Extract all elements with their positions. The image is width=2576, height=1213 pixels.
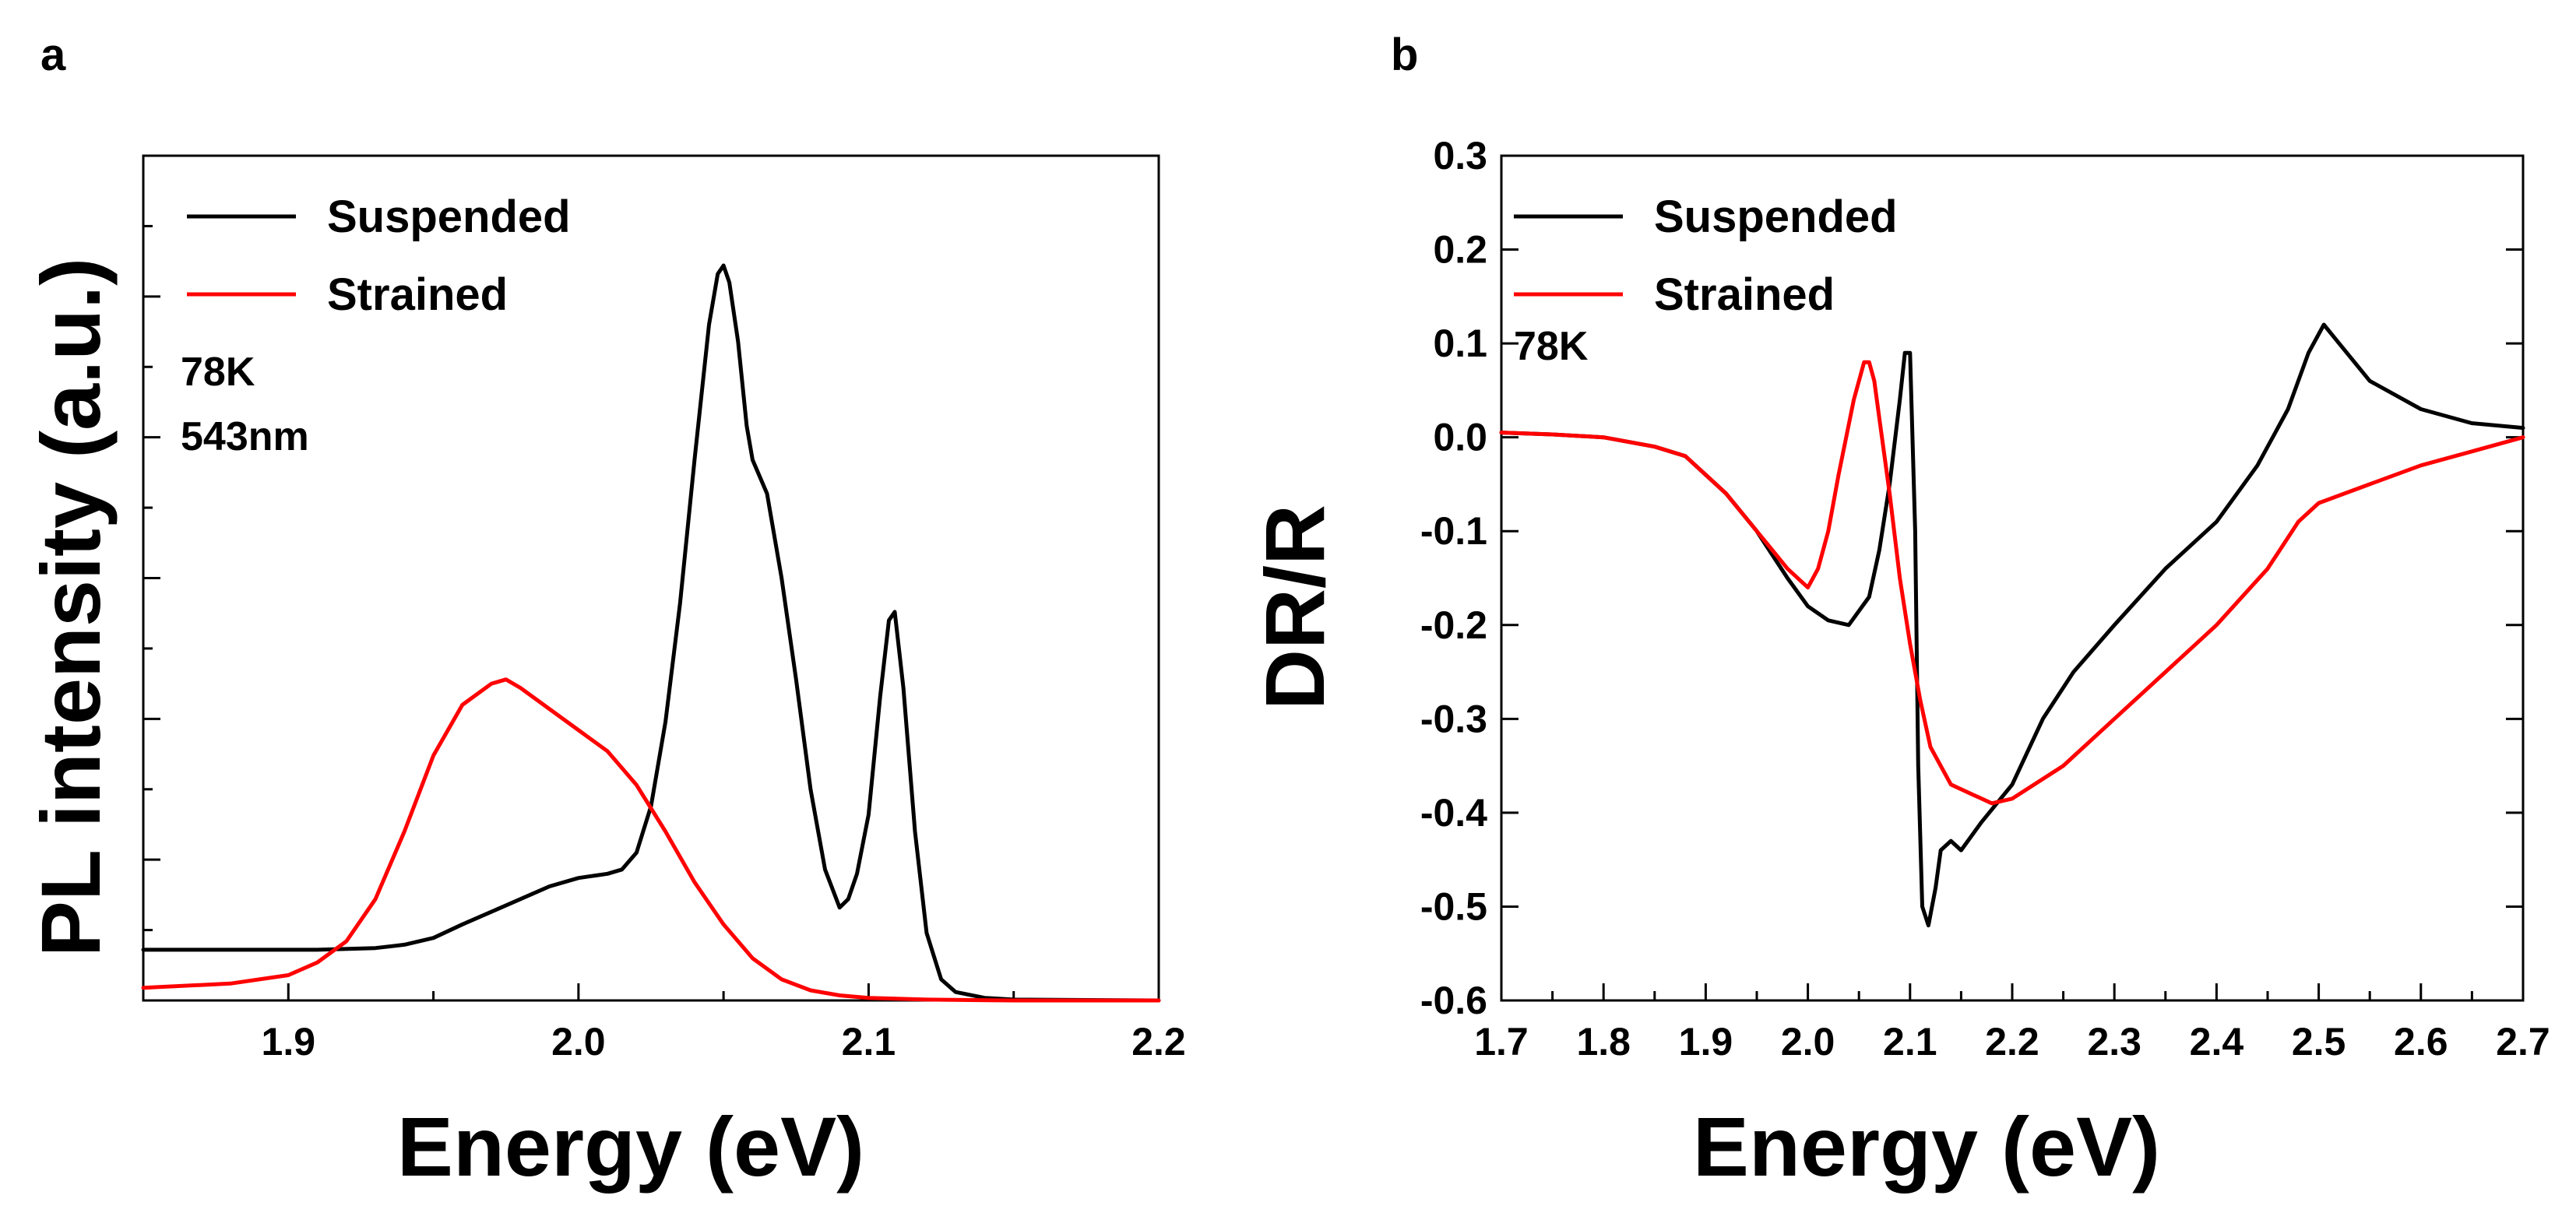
x-tick-label: 2.3 [2087,1020,2141,1064]
panel-b-y-ticks: 0.3 0.2 0.1 0.0 -0.1 -0.2 -0.3 -0.4 -0.5 -0.6 [1420,134,2523,1022]
legend-label-strained: Strained [327,269,508,320]
legend-label-suspended: Suspended [1654,192,1898,242]
y-tick-label: -0.5 [1420,884,1487,928]
x-tick-label: 1.9 [1679,1020,1733,1064]
y-tick-label: -0.2 [1420,603,1487,647]
panel-a-series [141,263,1161,1003]
panel-a-x-axis-label: Energy (eV) [397,1099,864,1194]
x-tick-label: 2.7 [2496,1020,2550,1064]
x-tick-label: 2.6 [2394,1020,2448,1064]
series-line-strained [141,677,1161,1003]
panel-b-series [1499,322,2525,928]
panel-b-x-ticks: 1.7 1.8 1.9 2.0 2.1 2.2 2.3 2.4 2.5 2.6 2.7 [1474,983,2550,1064]
legend-label-strained: Strained [1654,269,1835,320]
y-tick-label: 0.0 [1433,416,1487,459]
panel-a-label: a [40,30,66,80]
panel-b-x-axis-label: Energy (eV) [1693,1099,2160,1194]
series-line-strained [1499,360,2525,806]
x-tick-label: 2.0 [1781,1020,1835,1064]
series-line-suspended [141,263,1161,1003]
panel-a-y-axis-label: PL intensity (a.u.) [23,258,118,957]
panel-b-legend: Suspended Strained [1514,192,1898,320]
x-tick-label: 2.5 [2292,1020,2346,1064]
panel-b: b 1.7 1.8 1.9 2.0 2.1 2.2 2.3 2.4 2.5 2.6 2.7 0.30… [1248,30,2550,1194]
x-tick-label: 2.1 [842,1020,896,1064]
x-tick-label: 2.1 [1883,1020,1937,1064]
x-tick-label: 2.2 [1985,1020,2039,1064]
y-tick-label: -0.1 [1420,509,1487,553]
x-tick-label: 2.0 [551,1020,606,1064]
panel-a-plot-frame [142,154,1160,1002]
x-tick-label: 1.8 [1576,1020,1631,1064]
y-tick-label: 0.2 [1433,228,1487,272]
panel-a: a 1.9 2.0 2.1 2.2 Suspended Strained 78K 54… [23,30,1186,1194]
y-tick-label: 0.1 [1433,322,1487,365]
y-tick-label: -0.6 [1420,979,1487,1022]
y-tick-label: 0.3 [1433,134,1487,178]
y-tick-label: -0.4 [1420,791,1487,835]
annotation-wavelength: 543nm [181,414,309,459]
legend-label-suspended: Suspended [327,192,571,242]
x-tick-label: 1.7 [1474,1020,1529,1064]
x-tick-label: 1.9 [262,1020,316,1064]
panel-b-label: b [1391,30,1418,80]
panel-a-x-ticks: 1.9 2.0 2.1 2.2 [262,983,1186,1064]
y-tick-label: -0.3 [1420,697,1487,740]
x-tick-label: 2.4 [2190,1020,2244,1064]
x-tick-label: 2.2 [1131,1020,1186,1064]
panel-a-legend: Suspended Strained [187,192,571,320]
panel-b-y-axis-label: DR/R [1248,505,1342,710]
series-line-suspended [1499,322,2525,928]
panel-a-y-ticks [143,224,160,932]
annotation-temperature: 78K [1514,324,1589,369]
annotation-temperature: 78K [181,350,255,395]
